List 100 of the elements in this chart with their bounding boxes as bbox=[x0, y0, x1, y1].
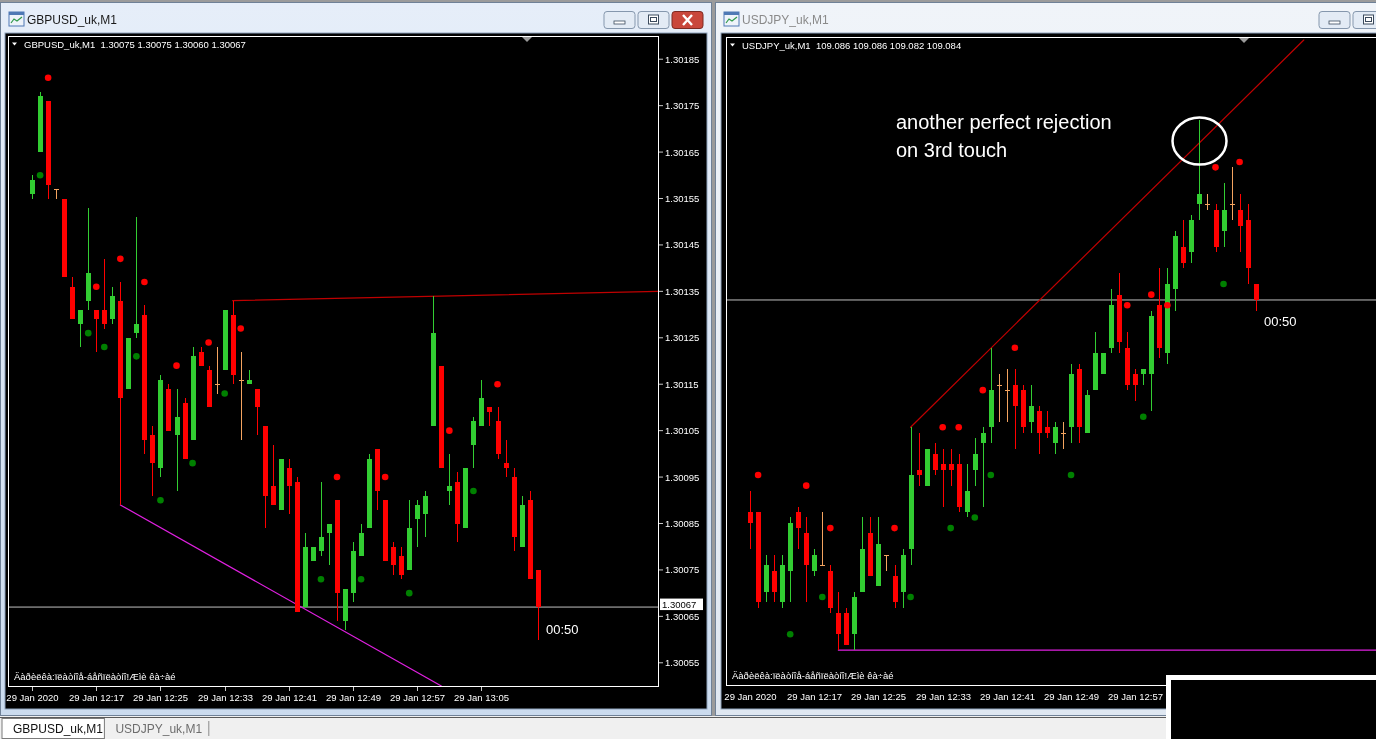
candlestick bbox=[748, 490, 753, 550]
x-tick-label: 29 Jan 12:49 bbox=[326, 691, 381, 703]
candlestick bbox=[1197, 119, 1202, 221]
candlestick bbox=[399, 546, 404, 580]
point bbox=[907, 593, 914, 601]
candlestick bbox=[78, 309, 83, 348]
candlestick bbox=[471, 416, 476, 469]
y-tick-label: 1.30165 bbox=[665, 146, 700, 158]
y-tick-label: 1.30155 bbox=[665, 193, 700, 204]
point bbox=[133, 353, 140, 360]
y-tick-label: 1.30065 bbox=[665, 610, 700, 622]
candlestick bbox=[447, 453, 452, 506]
x-tick-label: 29 Jan 12:41 bbox=[980, 690, 1035, 702]
point bbox=[189, 459, 196, 467]
point bbox=[1067, 471, 1075, 479]
x-tick-label: 29 Jan 12:17 bbox=[787, 690, 842, 702]
chart-title: GBPUSD_uk,M1 bbox=[27, 13, 118, 27]
point bbox=[979, 386, 987, 394]
text: GBPUSD_uk,M1 bbox=[13, 722, 104, 736]
x-tick-label: 29 Jan 12:57 bbox=[1108, 690, 1163, 702]
candlestick bbox=[1181, 219, 1186, 269]
point bbox=[357, 575, 365, 583]
candlestick bbox=[1230, 166, 1235, 221]
point bbox=[157, 496, 164, 504]
point bbox=[446, 427, 453, 434]
point bbox=[381, 473, 389, 481]
candlestick bbox=[487, 406, 492, 427]
candlestick bbox=[981, 426, 986, 508]
y-tick-label: 1.30085 bbox=[665, 518, 700, 529]
chart-subtitle: GBPUSD_uk,M1 1.30075 1.30075 1.30060 1.30067 bbox=[24, 38, 246, 50]
candlestick bbox=[997, 373, 1002, 423]
candlestick bbox=[1053, 421, 1058, 455]
point bbox=[939, 423, 946, 431]
point bbox=[947, 524, 954, 532]
candlestick bbox=[965, 463, 970, 518]
candlestick bbox=[327, 523, 332, 566]
y-tick-label: 1.30115 bbox=[665, 378, 699, 390]
candlestick bbox=[1238, 193, 1243, 253]
candlestick bbox=[94, 309, 99, 353]
candlestick bbox=[287, 458, 292, 515]
candlestick bbox=[1133, 368, 1138, 402]
point bbox=[141, 278, 148, 286]
point bbox=[754, 471, 762, 479]
x-tick-label: 29 Jan 13:05 bbox=[454, 691, 509, 703]
candlestick bbox=[812, 548, 817, 577]
candlestick bbox=[941, 448, 946, 508]
point bbox=[1212, 164, 1219, 171]
chart-title: USDJPY_uk,M1 bbox=[742, 13, 830, 27]
candlestick bbox=[134, 216, 139, 339]
point bbox=[819, 593, 826, 601]
y-tick-label: 1.30105 bbox=[665, 425, 700, 437]
candlestick bbox=[504, 439, 509, 478]
x-tick-label: 29 Jan 12:17 bbox=[69, 691, 124, 703]
candlestick bbox=[1254, 283, 1259, 312]
point bbox=[1148, 291, 1155, 298]
candlestick bbox=[917, 432, 922, 487]
ref-line-label: 1.30067 bbox=[662, 598, 697, 610]
y-tick-label: 1.30075 bbox=[665, 564, 700, 576]
text: USDJPY_uk,M1 bbox=[115, 722, 203, 736]
point bbox=[44, 74, 52, 82]
y-tick-label: 1.30185 bbox=[665, 53, 700, 65]
candlestick bbox=[30, 174, 35, 199]
point bbox=[1164, 301, 1171, 309]
candlestick bbox=[199, 346, 204, 367]
point bbox=[1220, 280, 1227, 288]
candlestick bbox=[1222, 182, 1227, 248]
candlestick bbox=[54, 188, 59, 199]
point bbox=[891, 524, 898, 532]
x-tick-label: 29 Jan 12:41 bbox=[262, 691, 317, 703]
candlestick bbox=[1037, 405, 1042, 455]
candlestick bbox=[391, 541, 396, 576]
candlestick bbox=[1061, 421, 1066, 450]
annotation: 00:50 bbox=[546, 621, 579, 637]
candlestick bbox=[110, 286, 115, 325]
point bbox=[802, 482, 810, 489]
point bbox=[786, 630, 794, 638]
y-tick-label: 1.30145 bbox=[665, 239, 700, 251]
chart-subtitle: USDJPY_uk,M1 109.086 109.086 109.082 109.084 bbox=[742, 39, 962, 51]
point bbox=[221, 390, 228, 397]
point bbox=[955, 423, 963, 431]
point bbox=[117, 255, 124, 263]
point bbox=[84, 329, 92, 337]
point bbox=[971, 514, 979, 521]
candlestick bbox=[175, 388, 180, 492]
candlestick bbox=[973, 437, 978, 487]
candlestick bbox=[820, 511, 825, 567]
text: Äàðèëêà:ïëàòíîå-áåñïëàòíî!Æìè êà÷àé bbox=[732, 669, 894, 681]
point bbox=[317, 575, 325, 583]
annotation: 00:50 bbox=[1264, 314, 1297, 330]
x-tick-label: 29 Jan 2020 bbox=[724, 690, 777, 702]
candlestick bbox=[1205, 193, 1210, 211]
y-tick-label: 1.30095 bbox=[665, 471, 700, 483]
point bbox=[987, 471, 995, 479]
x-tick-label: 29 Jan 2020 bbox=[6, 691, 59, 703]
point bbox=[1123, 301, 1131, 309]
candlestick bbox=[271, 444, 276, 506]
point bbox=[101, 343, 108, 351]
y-tick-label: 1.30055 bbox=[665, 657, 700, 669]
point bbox=[405, 589, 413, 597]
candlestick bbox=[796, 506, 801, 550]
